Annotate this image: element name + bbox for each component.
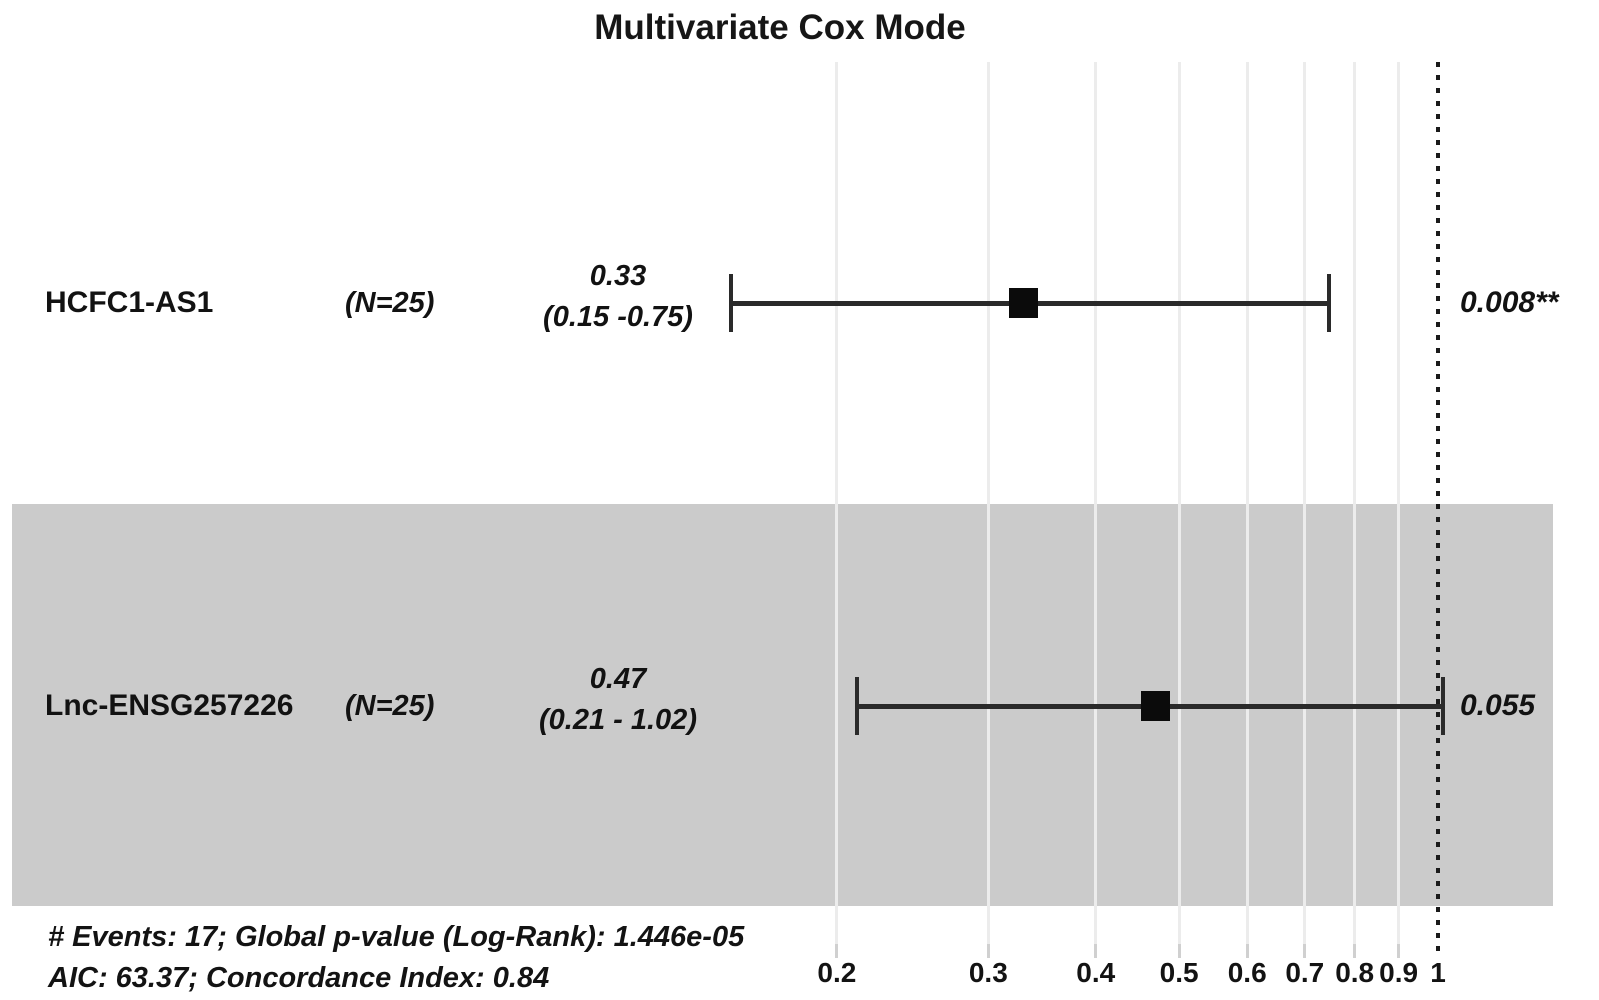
- chart-title: Multivariate Cox Mode: [594, 8, 966, 47]
- x-gridline: [1245, 62, 1249, 944]
- row-p-value: 0.008**: [1460, 286, 1559, 319]
- x-gridline: [1094, 62, 1098, 944]
- x-tick-label: 0.2: [817, 957, 857, 988]
- row-estimate: 0.47 (0.21 - 1.02): [495, 659, 741, 741]
- row-n-label: (N=25): [345, 287, 435, 319]
- x-axis-tick: [986, 944, 990, 958]
- estimate-ci: (0.21 - 1.02): [539, 704, 697, 736]
- estimate-ci: (0.15 -0.75): [543, 301, 693, 333]
- x-axis-tick: [1397, 944, 1401, 958]
- footer-aic-concordance: AIC: 63.37; Concordance Index: 0.84: [48, 962, 550, 994]
- x-tick-label: 1: [1430, 957, 1446, 988]
- x-tick-label: 0.5: [1159, 957, 1199, 988]
- hr-point-marker: [1009, 288, 1039, 318]
- x-tick-label: 0.9: [1379, 957, 1419, 988]
- x-axis-tick: [1245, 944, 1249, 958]
- x-axis-tick: [835, 944, 839, 958]
- row-p-value: 0.055: [1460, 689, 1536, 722]
- hr-point-marker: [1141, 691, 1171, 721]
- x-axis-tick: [1094, 944, 1098, 958]
- row-label: HCFC1-AS1: [45, 286, 214, 319]
- x-tick-label: 0.3: [968, 957, 1008, 988]
- x-tick-label: 0.4: [1076, 957, 1116, 988]
- row-label: Lnc-ENSG257226: [45, 689, 294, 722]
- x-gridline: [1353, 62, 1357, 944]
- row-estimate: 0.33 (0.15 -0.75): [495, 256, 741, 338]
- estimate-value: 0.33: [589, 260, 647, 292]
- x-gridline: [1303, 62, 1307, 944]
- x-gridline: [986, 62, 990, 944]
- x-axis-tick: [1353, 944, 1357, 958]
- row-n-label: (N=25): [345, 690, 435, 722]
- x-gridline: [1397, 62, 1401, 944]
- x-tick-label: 0.6: [1227, 957, 1267, 988]
- x-axis-tick: [1177, 944, 1181, 958]
- reference-line-hr-1: [1436, 62, 1440, 956]
- x-tick-label: 0.8: [1335, 957, 1375, 988]
- x-axis-tick: [1303, 944, 1307, 958]
- x-tick-label: 0.7: [1285, 957, 1325, 988]
- x-gridline: [835, 62, 839, 944]
- ci-upper-cap: [1326, 274, 1331, 332]
- footer-events-pvalue: # Events: 17; Global p-value (Log-Rank):…: [48, 921, 745, 953]
- x-gridline: [1177, 62, 1181, 944]
- ci-upper-cap: [1441, 677, 1446, 735]
- estimate-value: 0.47: [589, 663, 647, 695]
